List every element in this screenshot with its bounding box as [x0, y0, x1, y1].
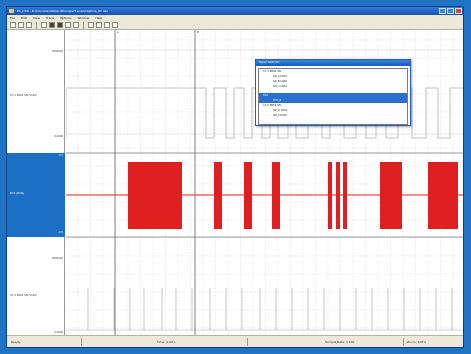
- signal-burst: [328, 162, 332, 229]
- cursor-b-icon[interactable]: [96, 22, 102, 28]
- window-title: PC_DSO - D:\Documents\Oscilloscope\Trace…: [17, 9, 109, 13]
- save-icon[interactable]: [26, 22, 32, 28]
- list-item-selected[interactable]: PC2: [259, 93, 407, 98]
- signal-burst: [428, 162, 458, 229]
- waveform-channel-2: [128, 162, 458, 229]
- menu-file[interactable]: File: [10, 16, 16, 20]
- toolbar-separator: [83, 21, 84, 29]
- minimize-icon[interactable]: [439, 8, 446, 14]
- menu-view[interactable]: View: [32, 16, 40, 20]
- waveform-canvas[interactable]: [66, 30, 464, 337]
- signal-popup[interactable]: Signal Selection Ch 1 PRS2 SN SN_A DATA …: [255, 59, 411, 126]
- list-item[interactable]: SN_A DATA: [273, 75, 288, 78]
- status-time: Time: 0.00 s: [157, 340, 176, 344]
- play-icon[interactable]: [49, 22, 55, 28]
- waveform-channel-3: [66, 288, 463, 331]
- toolbar: [7, 21, 463, 30]
- popup-title: Signal Selection: [256, 60, 410, 66]
- plot-area[interactable]: A B: [66, 30, 464, 337]
- signal-list[interactable]: Ch 1 PRS2 SN SN_A DATA SN_B DATA SN_C DA…: [258, 68, 408, 125]
- list-item[interactable]: Ch 1 PRS2 SN: [263, 70, 281, 73]
- track-name: PC2 (Volts): [10, 192, 25, 195]
- cursor-a-icon[interactable]: [88, 22, 94, 28]
- toolbar-separator: [36, 21, 37, 29]
- menu-window[interactable]: Window: [77, 16, 90, 20]
- track-ymax: 0.5: [59, 154, 63, 157]
- list-item[interactable]: Ch 3 PRS2 SN: [263, 104, 281, 107]
- open-icon[interactable]: [18, 22, 24, 28]
- list-item[interactable]: SN_B DATA: [273, 80, 288, 83]
- signal-burst: [214, 162, 222, 229]
- list-item-selected[interactable]: PC2_B: [259, 98, 407, 103]
- signal-burst: [244, 162, 252, 229]
- zoom-in-icon[interactable]: [65, 22, 71, 28]
- title-bar: PC_DSO - D:\Documents\Oscilloscope\Trace…: [7, 7, 463, 15]
- maximize-icon[interactable]: [447, 8, 454, 14]
- track-name: Ch 3 PRS2 SN (Volts): [10, 294, 37, 297]
- window-buttons: [439, 8, 462, 14]
- track-label-2[interactable]: 0.5 PC2 (Volts) -0.5: [7, 153, 65, 237]
- signal-burst: [343, 162, 347, 229]
- measure-icon[interactable]: [104, 22, 110, 28]
- list-item[interactable]: SN_E DATA: [273, 114, 288, 117]
- status-divider: [247, 338, 248, 346]
- status-ready: Ready: [11, 340, 21, 344]
- track-ymin: 0.0000: [54, 135, 63, 138]
- track-label-3[interactable]: 3000000 Ch 3 PRS2 SN (Volts) 0.0000: [7, 237, 65, 337]
- track-name: Ch 1 PRS2 SN (Volts): [10, 94, 37, 97]
- track-ymax: 3000000: [51, 50, 63, 53]
- menu-edit[interactable]: Edit: [21, 16, 27, 20]
- main-window: PC_DSO - D:\Documents\Oscilloscope\Trace…: [6, 6, 464, 348]
- track-ymin: -0.5: [58, 231, 63, 234]
- signal-burst: [380, 162, 402, 229]
- menu-help[interactable]: Help: [95, 16, 103, 20]
- signal-burst: [272, 162, 280, 229]
- cursor-b-label: B: [197, 31, 199, 34]
- signal-burst: [128, 162, 182, 229]
- status-divider: [81, 338, 82, 346]
- signal-burst: [336, 162, 340, 229]
- status-sample-rate: Sample Rate: 1 kHz: [325, 340, 355, 344]
- track-ymax: 3000000: [51, 257, 63, 260]
- app-icon: [9, 9, 14, 13]
- status-divider: [403, 338, 404, 346]
- print-icon[interactable]: [41, 22, 47, 28]
- track-label-column: 3000000 Ch 1 PRS2 SN (Volts) 0.0000 0.5 …: [7, 30, 65, 337]
- status-bar: Ready Time: 0.00 s Sample Rate: 1 kHz Zo…: [7, 335, 463, 347]
- menu-options[interactable]: Options: [59, 16, 72, 20]
- status-zoom: Zoom: 100%: [407, 340, 427, 344]
- list-item[interactable]: SN_D DATA: [273, 109, 288, 112]
- grid-icon[interactable]: [112, 22, 118, 28]
- track-label-1[interactable]: 3000000 Ch 1 PRS2 SN (Volts) 0.0000: [7, 30, 65, 153]
- close-icon[interactable]: [455, 8, 462, 14]
- track-ymin: 0.0000: [54, 331, 63, 334]
- cursor-a-label: A: [117, 31, 119, 34]
- stop-icon[interactable]: [57, 22, 63, 28]
- menu-trace[interactable]: Trace: [45, 16, 54, 20]
- zoom-out-icon[interactable]: [73, 22, 79, 28]
- menu-bar: File Edit View Trace Options Window Help: [7, 15, 463, 21]
- list-item[interactable]: SN_C DATA: [273, 85, 288, 88]
- new-icon[interactable]: [10, 22, 16, 28]
